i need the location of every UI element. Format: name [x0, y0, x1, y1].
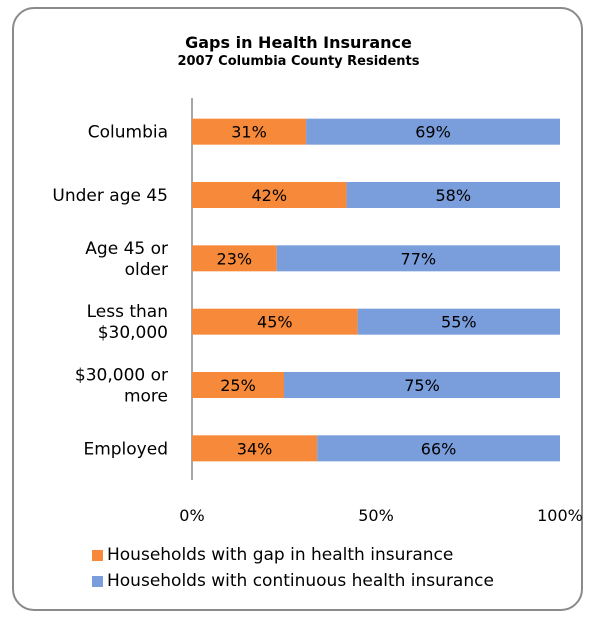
category-label: $30,000 or more [75, 366, 168, 407]
category-label: Less than $30,000 [87, 302, 168, 343]
legend-swatch-continuous [92, 575, 103, 587]
data-label: 69% [415, 123, 451, 142]
legend-label-continuous: Households with continuous health insura… [107, 571, 494, 591]
bar-segment-continuous [357, 308, 560, 335]
legend-item-gap: Households with gap in health insurance [92, 542, 494, 568]
chart-subtitle: 2007 Columbia County Residents [177, 54, 420, 69]
data-label: 77% [401, 249, 437, 268]
legend: Households with gap in health insurance … [92, 542, 494, 594]
data-label: 42% [251, 186, 287, 205]
chart-title: Gaps in Health Insurance [185, 33, 412, 52]
bar-segment-gap [192, 435, 318, 462]
data-label: 58% [435, 186, 471, 205]
bar-segment-gap [192, 372, 284, 398]
bar-segment-continuous [346, 182, 560, 208]
category-label: Columbia [88, 123, 168, 143]
data-label: 75% [404, 376, 440, 395]
category-label: Age 45 or older [85, 239, 168, 280]
legend-label-gap: Households with gap in health insurance [107, 545, 454, 565]
data-label: 34% [237, 439, 273, 458]
x-tick-label: 0% [179, 506, 204, 525]
x-tick-label: 50% [358, 506, 394, 525]
x-tick-label: 100% [537, 506, 583, 525]
bar-segment-gap [192, 245, 277, 272]
bar-segment-continuous [317, 435, 560, 462]
category-label: Under age 45 [52, 186, 168, 206]
data-label: 66% [421, 439, 457, 458]
legend-item-continuous: Households with continuous health insura… [92, 568, 494, 594]
data-label: 31% [231, 123, 267, 142]
category-label: Employed [83, 439, 168, 459]
bar-segment-gap [192, 182, 347, 208]
bar-segment-gap [192, 118, 307, 145]
bar-segment-continuous [306, 118, 560, 145]
bar-chart: Columbia 31% 69% Under age 45 42% 58% Age 45 o… [52, 98, 583, 525]
data-label: 23% [217, 249, 253, 268]
bar-segment-continuous [284, 372, 560, 398]
data-label: 55% [441, 313, 477, 332]
bar-segment-gap [192, 308, 358, 335]
data-label: 45% [257, 313, 293, 332]
legend-swatch-gap [92, 549, 103, 561]
data-label: 25% [220, 376, 256, 395]
bar-segment-continuous [276, 245, 560, 272]
